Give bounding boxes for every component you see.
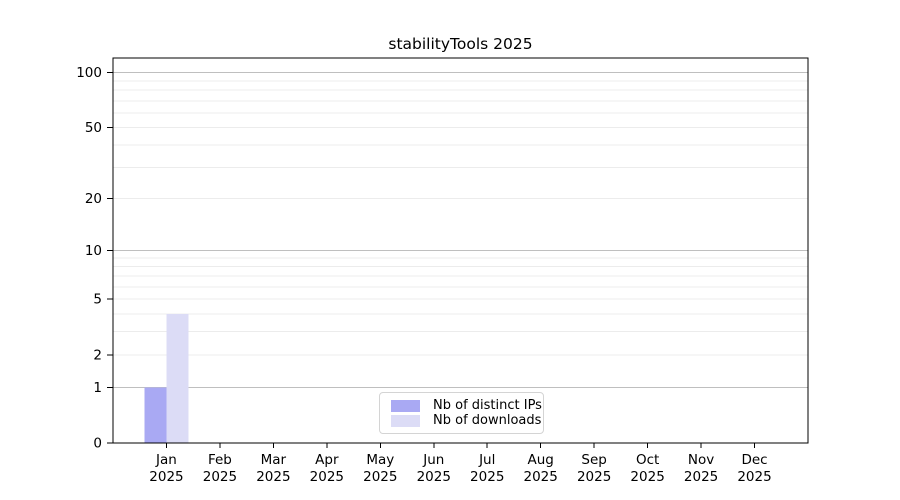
x-tick-label-year: 2025 — [524, 469, 558, 485]
y-tick-label: 0 — [93, 436, 102, 452]
legend-swatch — [391, 414, 420, 427]
legend-item: Nb of distinct IPs — [391, 398, 542, 413]
x-tick-label-year: 2025 — [203, 469, 237, 485]
x-tick-label-year: 2025 — [630, 469, 664, 485]
x-tick-label-month: Feb — [208, 452, 232, 468]
x-tick-label-month: Mar — [261, 452, 287, 468]
x-tick-label-month: Dec — [741, 452, 767, 468]
x-tick-label-year: 2025 — [684, 469, 718, 485]
y-tick-label: 20 — [85, 191, 102, 207]
x-tick-label-year: 2025 — [149, 469, 183, 485]
x-tick-label-month: May — [366, 452, 394, 468]
x-tick-label-month: Aug — [528, 452, 554, 468]
y-tick-label: 2 — [93, 347, 102, 363]
y-tick-label: 1 — [93, 380, 102, 396]
x-tick-label-month: Jun — [422, 452, 444, 468]
legend-label: Nb of downloads — [433, 413, 542, 428]
y-tick-label: 5 — [93, 292, 102, 308]
x-tick-label-month: Apr — [315, 452, 339, 468]
legend: Nb of distinct IPs Nb of downloads — [379, 392, 544, 434]
x-tick-label-month: Jan — [155, 452, 177, 468]
legend-label: Nb of distinct IPs — [433, 398, 542, 413]
bar-distinct-ips-jan — [144, 387, 167, 443]
x-tick-label-year: 2025 — [470, 469, 504, 485]
y-tick-label: 10 — [85, 243, 102, 259]
bar-downloads-jan — [166, 313, 189, 443]
x-tick-label-year: 2025 — [737, 469, 771, 485]
x-tick-label-month: Sep — [581, 452, 606, 468]
chart-title: stabilityTools 2025 — [388, 35, 533, 53]
legend-swatch — [391, 399, 420, 412]
x-tick-label-month: Jul — [478, 452, 495, 468]
x-tick-label-year: 2025 — [256, 469, 290, 485]
x-tick-label-year: 2025 — [363, 469, 397, 485]
y-tick-label: 100 — [76, 65, 102, 81]
legend-item: Nb of downloads — [391, 413, 541, 428]
x-tick-label-month: Oct — [636, 452, 659, 468]
y-tick-label: 50 — [85, 120, 102, 136]
x-tick-label-year: 2025 — [417, 469, 451, 485]
x-tick-label-month: Nov — [688, 452, 714, 468]
x-tick-label-year: 2025 — [310, 469, 344, 485]
x-tick-label-year: 2025 — [577, 469, 611, 485]
